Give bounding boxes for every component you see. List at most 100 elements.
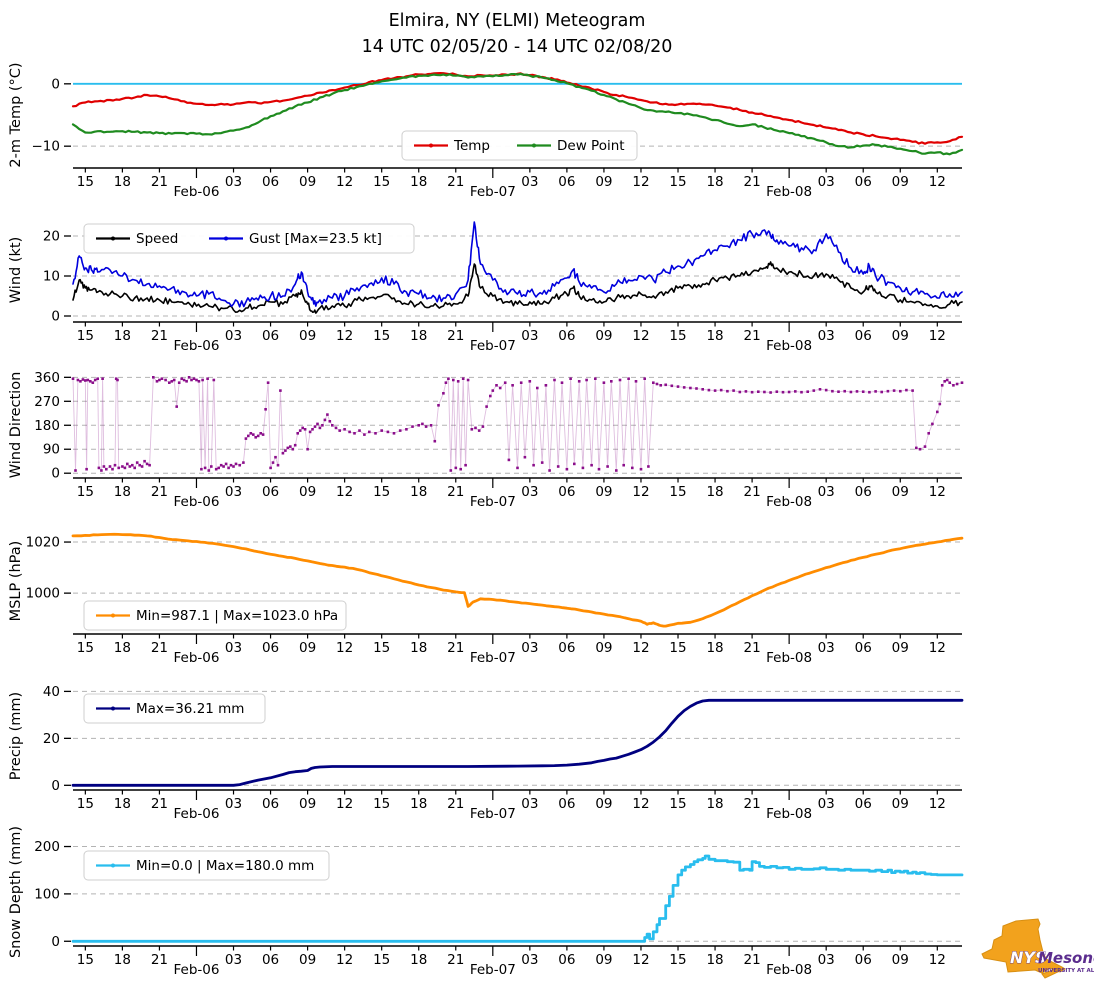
svg-text:06: 06 bbox=[262, 952, 279, 968]
svg-text:09: 09 bbox=[299, 640, 316, 656]
svg-text:12: 12 bbox=[929, 640, 946, 656]
svg-text:Min=0.0 | Max=180.0 mm: Min=0.0 | Max=180.0 mm bbox=[136, 858, 314, 874]
x-axis: 15 18 21 Feb-06 03 06 09 12 15 18 21 Feb-07 03 06 09 12… bbox=[73, 789, 962, 822]
svg-text:10: 10 bbox=[43, 269, 60, 285]
svg-text:12: 12 bbox=[632, 328, 649, 344]
svg-text:09: 09 bbox=[892, 640, 909, 656]
svg-text:18: 18 bbox=[410, 328, 427, 344]
svg-text:18: 18 bbox=[410, 796, 427, 812]
svg-text:06: 06 bbox=[558, 952, 575, 968]
y-axis-label: Precip (mm) bbox=[8, 692, 24, 780]
svg-text:Dew Point: Dew Point bbox=[557, 138, 625, 154]
svg-text:03: 03 bbox=[818, 174, 835, 190]
svg-text:200: 200 bbox=[34, 839, 60, 855]
svg-text:12: 12 bbox=[336, 174, 353, 190]
svg-text:18: 18 bbox=[410, 484, 427, 500]
svg-text:12: 12 bbox=[632, 796, 649, 812]
svg-text:21: 21 bbox=[744, 796, 761, 812]
svg-text:03: 03 bbox=[818, 640, 835, 656]
svg-text:09: 09 bbox=[892, 174, 909, 190]
svg-text:18: 18 bbox=[706, 796, 723, 812]
y-axis-label: Wind Direction bbox=[8, 372, 24, 479]
svg-text:15: 15 bbox=[77, 174, 94, 190]
series-snow-depth bbox=[71, 854, 964, 943]
svg-text:40: 40 bbox=[43, 684, 60, 700]
svg-text:03: 03 bbox=[818, 796, 835, 812]
svg-text:21: 21 bbox=[744, 640, 761, 656]
svg-text:18: 18 bbox=[114, 640, 131, 656]
logo-nys-text: NYS bbox=[1010, 948, 1047, 967]
svg-text:15: 15 bbox=[373, 484, 390, 500]
gridlines bbox=[73, 376, 962, 474]
svg-text:1000: 1000 bbox=[26, 586, 60, 602]
svg-text:09: 09 bbox=[595, 328, 612, 344]
svg-text:18: 18 bbox=[114, 328, 131, 344]
svg-text:03: 03 bbox=[521, 328, 538, 344]
svg-text:18: 18 bbox=[114, 796, 131, 812]
svg-text:Feb-07: Feb-07 bbox=[470, 338, 516, 354]
svg-text:03: 03 bbox=[225, 328, 242, 344]
svg-text:09: 09 bbox=[892, 328, 909, 344]
svg-text:12: 12 bbox=[929, 952, 946, 968]
y-axis: 0 90 180 270 360 bbox=[34, 370, 71, 482]
svg-text:18: 18 bbox=[410, 952, 427, 968]
svg-text:12: 12 bbox=[632, 952, 649, 968]
svg-text:03: 03 bbox=[225, 796, 242, 812]
svg-text:18: 18 bbox=[114, 484, 131, 500]
svg-text:15: 15 bbox=[77, 796, 94, 812]
svg-text:09: 09 bbox=[299, 952, 316, 968]
y-axis: 0 10 20 bbox=[43, 229, 71, 325]
svg-text:15: 15 bbox=[77, 640, 94, 656]
legend: Min=987.1 | Max=1023.0 hPa bbox=[83, 600, 347, 631]
svg-text:18: 18 bbox=[706, 174, 723, 190]
y-axis: 1000 1020 bbox=[26, 535, 71, 602]
svg-text:06: 06 bbox=[558, 640, 575, 656]
svg-text:20: 20 bbox=[43, 229, 60, 245]
svg-text:12: 12 bbox=[929, 328, 946, 344]
x-axis: 15 18 21 Feb-06 03 06 09 12 15 18 21 Feb-07 03 06 09 12… bbox=[73, 633, 962, 666]
x-axis: 15 18 21 Feb-06 03 06 09 12 15 18 21 Feb-07 03 06 09 12… bbox=[73, 321, 962, 354]
svg-text:Feb-08: Feb-08 bbox=[766, 806, 812, 822]
svg-text:03: 03 bbox=[225, 484, 242, 500]
svg-text:18: 18 bbox=[706, 640, 723, 656]
svg-text:18: 18 bbox=[114, 952, 131, 968]
svg-text:18: 18 bbox=[706, 484, 723, 500]
svg-text:12: 12 bbox=[336, 328, 353, 344]
panel-wind: 0 10 20 Wind (kt) 15 18 21 Feb-06 03 06 09 12 15 18 21… bbox=[8, 221, 963, 354]
svg-text:Temp: Temp bbox=[453, 138, 490, 154]
svg-text:Feb-06: Feb-06 bbox=[173, 494, 219, 510]
logo-mesonet-text: Mesonet bbox=[1038, 949, 1094, 967]
svg-text:03: 03 bbox=[225, 640, 242, 656]
series-gust bbox=[72, 221, 963, 308]
svg-text:0: 0 bbox=[51, 466, 60, 482]
svg-text:03: 03 bbox=[521, 796, 538, 812]
svg-text:12: 12 bbox=[632, 174, 649, 190]
svg-text:03: 03 bbox=[225, 952, 242, 968]
svg-text:Feb-08: Feb-08 bbox=[766, 962, 812, 978]
svg-text:15: 15 bbox=[373, 174, 390, 190]
series-speed bbox=[72, 261, 963, 314]
svg-text:270: 270 bbox=[34, 394, 60, 410]
svg-text:20: 20 bbox=[43, 731, 60, 747]
svg-text:360: 360 bbox=[34, 370, 60, 386]
svg-text:12: 12 bbox=[632, 484, 649, 500]
svg-text:12: 12 bbox=[632, 640, 649, 656]
svg-text:21: 21 bbox=[447, 328, 464, 344]
svg-text:15: 15 bbox=[77, 952, 94, 968]
svg-text:09: 09 bbox=[892, 952, 909, 968]
svg-text:18: 18 bbox=[706, 952, 723, 968]
series-mslp bbox=[71, 532, 964, 628]
svg-text:15: 15 bbox=[669, 640, 686, 656]
svg-text:21: 21 bbox=[151, 796, 168, 812]
svg-text:15: 15 bbox=[669, 484, 686, 500]
svg-text:100: 100 bbox=[34, 886, 60, 902]
gridlines bbox=[73, 541, 962, 594]
svg-text:Max=36.21 mm: Max=36.21 mm bbox=[136, 701, 244, 717]
svg-text:15: 15 bbox=[77, 328, 94, 344]
svg-text:09: 09 bbox=[595, 484, 612, 500]
svg-text:Feb-07: Feb-07 bbox=[470, 806, 516, 822]
svg-text:Feb-08: Feb-08 bbox=[766, 650, 812, 666]
svg-text:06: 06 bbox=[262, 174, 279, 190]
svg-text:06: 06 bbox=[855, 640, 872, 656]
